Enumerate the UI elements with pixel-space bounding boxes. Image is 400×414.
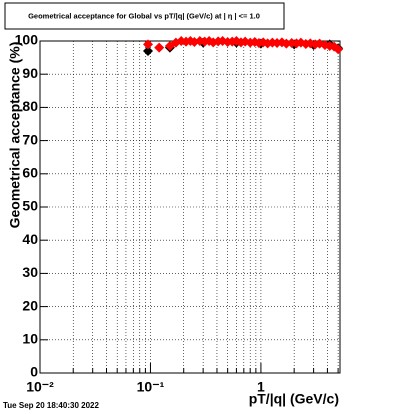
x-axis-label: pT/|q| (GeV/c) xyxy=(249,391,339,407)
y-tick-label: 10 xyxy=(22,331,38,347)
x-tick-label: 10⁻² xyxy=(26,379,54,395)
y-axis-label: Geometrical acceptance (%) xyxy=(7,42,23,229)
y-tick-label: 30 xyxy=(22,264,38,280)
y-tick-label: 50 xyxy=(22,198,38,214)
marker xyxy=(142,45,153,56)
timestamp: Tue Sep 20 18:40:30 2022 xyxy=(3,401,99,410)
chart-title: Geometrical acceptance for Global vs pT/… xyxy=(28,11,260,20)
y-tick-label: 90 xyxy=(22,65,38,81)
marker xyxy=(142,39,153,50)
marker xyxy=(154,42,165,53)
y-tick-label: 70 xyxy=(22,131,38,147)
y-tick-label: 40 xyxy=(22,231,38,247)
y-tick-label: 60 xyxy=(22,165,38,181)
y-tick-label: 0 xyxy=(30,364,38,380)
y-tick-label: 100 xyxy=(15,32,39,48)
plot-area: 0 10 20 30 40 50 60 70 80 90 100 10⁻² 10⁻¹ 1 xyxy=(15,32,344,395)
x-tick-label: 10⁻¹ xyxy=(137,379,165,395)
y-tick-label: 80 xyxy=(22,98,38,114)
title-box xyxy=(4,2,285,30)
marker xyxy=(333,44,344,55)
x-tick-label: 1 xyxy=(257,379,265,395)
y-tick-label: 20 xyxy=(22,297,38,313)
